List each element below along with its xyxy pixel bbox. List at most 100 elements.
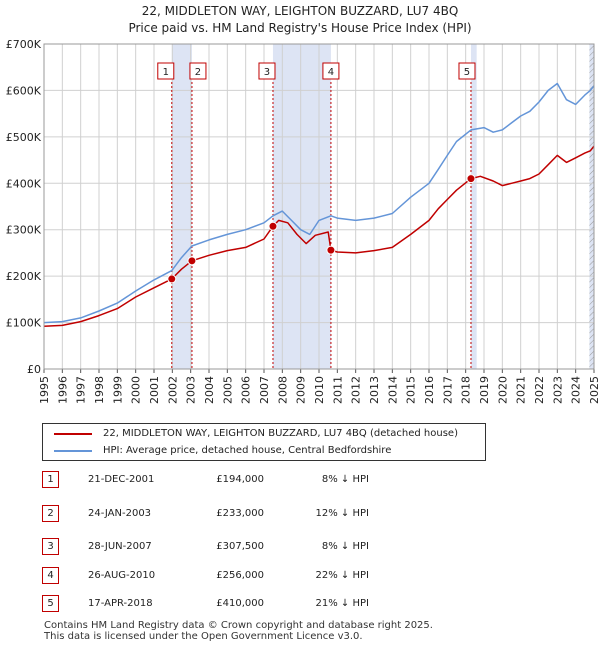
x-tick-label: 2003 (185, 376, 198, 404)
price-chart: 1 2 3 4 5 £0 £100K £200K £300K £400K £500K £600K £7… (6, 38, 600, 404)
x-tick-label: 2014 (386, 376, 399, 404)
series-line (43, 82, 595, 324)
shaded-periods (171, 44, 594, 369)
sale-number-badge: 4 (42, 567, 59, 584)
sale-dot (187, 256, 197, 266)
sale-date: 21-DEC-2001 (88, 474, 155, 485)
sale-date: 26-AUG-2010 (88, 570, 156, 581)
x-tick-label: 2022 (533, 376, 546, 404)
sale-date: 17-APR-2018 (88, 598, 153, 609)
x-tick-label: 2024 (570, 376, 583, 404)
sale-number-box (258, 62, 276, 80)
table-row: 3 28-JUN-2007 £307,500 8% ↓ HPI (42, 538, 462, 556)
x-tick-label: 2005 (221, 376, 234, 404)
x-tick-label: 1999 (111, 376, 124, 404)
x-tick-label: 2008 (276, 376, 289, 404)
legend: 22, MIDDLETON WAY, LEIGHTON BUZZARD, LU7… (42, 423, 486, 461)
chart-title-block: 22, MIDDLETON WAY, LEIGHTON BUZZARD, LU7… (0, 3, 600, 37)
sale-number-label: 1 (163, 67, 169, 78)
x-tick-label: 2013 (368, 376, 381, 404)
x-tick-label: 2015 (405, 376, 418, 404)
legend-swatch-hpi (54, 450, 92, 452)
sale-dot (167, 274, 177, 284)
sale-hpi-diff: 8% ↓ HPI (321, 474, 369, 485)
sale-number-label: 2 (195, 67, 201, 78)
x-tick-label: 2006 (240, 376, 253, 404)
legend-item-property: 22, MIDDLETON WAY, LEIGHTON BUZZARD, LU7… (43, 426, 483, 442)
x-tick-label: 1995 (38, 376, 51, 404)
x-tick-label: 1998 (93, 376, 106, 404)
shaded-period (272, 44, 331, 369)
x-tick-label: 1996 (56, 376, 69, 404)
grid-lines (43, 43, 595, 370)
sale-number-label: 3 (264, 67, 270, 78)
x-tick-label: 2023 (551, 376, 564, 404)
sale-dot (326, 245, 336, 255)
footer-licence: This data is licensed under the Open Gov… (44, 631, 363, 642)
x-tick-label: 2009 (295, 376, 308, 404)
future-hatch (589, 44, 594, 369)
sale-date: 24-JAN-2003 (88, 508, 152, 519)
sale-number-badge: 2 (42, 505, 59, 522)
sale-price: £194,000 (216, 474, 264, 485)
table-row: 2 24-JAN-2003 £233,000 12% ↓ HPI (42, 505, 462, 523)
legend-label-property: 22, MIDDLETON WAY, LEIGHTON BUZZARD, LU7… (103, 428, 458, 439)
x-tick-label: 2017 (441, 376, 454, 404)
x-tick-label: 2002 (166, 376, 179, 404)
x-tick-label: 1997 (75, 376, 88, 404)
x-tick-label: 2018 (460, 376, 473, 404)
table-row: 5 17-APR-2018 £410,000 21% ↓ HPI (42, 595, 462, 613)
footer-copyright: Contains HM Land Registry data © Crown c… (44, 620, 433, 631)
sale-price: £410,000 (216, 598, 264, 609)
sale-dot (268, 221, 278, 231)
x-tick-label: 2012 (350, 376, 363, 404)
sale-number-label: 5 (464, 67, 470, 78)
legend-swatch-property (54, 433, 92, 435)
sale-number-badge: 3 (42, 538, 59, 555)
sale-date: 28-JUN-2007 (88, 541, 152, 552)
sale-dot (466, 174, 476, 184)
shaded-period (171, 44, 192, 369)
x-tick-label: 2020 (496, 376, 509, 404)
table-row: 4 26-AUG-2010 £256,000 22% ↓ HPI (42, 567, 462, 585)
series-line (43, 145, 595, 328)
y-tick-label: £500K (6, 131, 42, 144)
sale-number-boxes: 1 2 3 4 5 (157, 62, 476, 80)
chart-title: 22, MIDDLETON WAY, LEIGHTON BUZZARD, LU7… (141, 4, 459, 18)
sale-number-box (157, 62, 175, 80)
x-tick-label: 2011 (331, 376, 344, 404)
sale-price: £256,000 (216, 570, 264, 581)
sale-number-label: 4 (328, 67, 334, 78)
sale-hpi-diff: 8% ↓ HPI (321, 541, 369, 552)
x-tick-label: 2019 (478, 376, 491, 404)
x-tick-label: 2010 (313, 376, 326, 404)
y-tick-label: £100K (6, 317, 42, 330)
x-tick-label: 2016 (423, 376, 436, 404)
legend-label-hpi: HPI: Average price, detached house, Cent… (103, 445, 392, 456)
shaded-period (470, 44, 477, 369)
table-row: 1 21-DEC-2001 £194,000 8% ↓ HPI (42, 471, 462, 489)
y-tick-label: £700K (6, 38, 42, 51)
series-lines (43, 82, 595, 328)
sale-number-box (322, 62, 340, 80)
x-axis-ticks: 1995 1996 1997 1998 1999 2000 2001 2002 2003 2004… (38, 369, 600, 404)
y-tick-label: £0 (27, 363, 41, 376)
sale-number-box (458, 62, 476, 80)
y-axis-ticks: £0 £100K £200K £300K £400K £500K £600K £700K (6, 38, 42, 376)
legend-item-hpi: HPI: Average price, detached house, Cent… (43, 443, 483, 459)
sale-number-badge: 5 (42, 595, 59, 612)
sale-dots (167, 174, 476, 284)
footer: Contains HM Land Registry data © Crown c… (44, 620, 433, 642)
y-tick-label: £600K (6, 84, 42, 97)
y-tick-label: £400K (6, 177, 42, 190)
y-tick-label: £300K (6, 224, 42, 237)
sale-hpi-diff: 21% ↓ HPI (315, 598, 369, 609)
x-tick-label: 2021 (515, 376, 528, 404)
sale-hpi-diff: 12% ↓ HPI (315, 508, 369, 519)
x-tick-label: 2025 (588, 376, 600, 404)
chart-subtitle: Price paid vs. HM Land Registry's House … (128, 21, 472, 35)
sale-hpi-diff: 22% ↓ HPI (315, 570, 369, 581)
x-tick-label: 2000 (130, 376, 143, 404)
sale-price: £233,000 (216, 508, 264, 519)
plot-area-frame (43, 43, 595, 370)
